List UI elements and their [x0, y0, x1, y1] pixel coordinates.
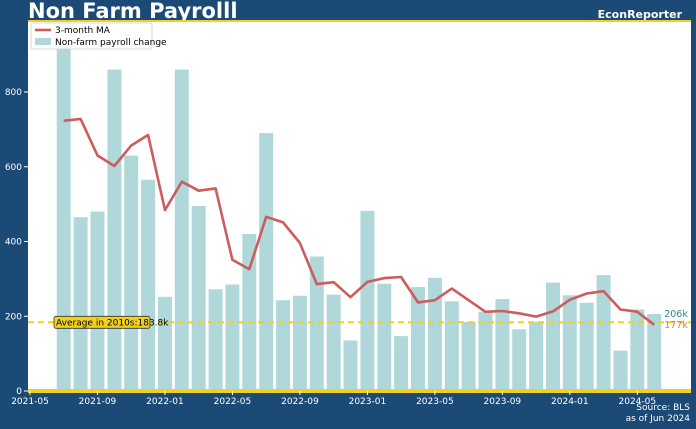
x-tick-label: 2023-09 — [484, 397, 522, 407]
payroll-bar — [56, 43, 71, 392]
payroll-bar — [343, 340, 358, 391]
chart-title: Non Farm Payrolll — [28, 0, 238, 23]
payroll-bar — [596, 275, 611, 391]
x-tick-label: 2021-05 — [11, 397, 49, 407]
payroll-bar — [124, 155, 139, 391]
payroll-bar — [529, 321, 544, 391]
payroll-bar — [377, 283, 392, 391]
source-label: Source: BLS — [636, 403, 690, 413]
payroll-bar — [444, 301, 459, 391]
y-tick-label: 800 — [5, 88, 22, 98]
payroll-bar — [158, 296, 172, 391]
payroll-bar — [647, 314, 662, 391]
payroll-bar — [141, 179, 156, 391]
payroll-bar — [107, 69, 122, 391]
payroll-bar — [259, 133, 274, 391]
asof-label: as of Jun 2024 — [625, 414, 690, 424]
payroll-bar — [276, 300, 291, 391]
x-tick-label: 2022-09 — [281, 397, 319, 407]
legend-label-bar: Non-farm payroll change — [55, 38, 167, 48]
y-tick-label: 200 — [5, 312, 22, 322]
payroll-bar — [309, 256, 324, 391]
payroll-bar — [562, 295, 577, 391]
payroll-bar — [411, 287, 425, 391]
payroll-bar — [208, 289, 223, 391]
payroll-bar — [174, 69, 189, 391]
payroll-bar — [225, 284, 240, 391]
x-tick-label: 2024-01 — [551, 397, 589, 407]
x-tick-label: 2022-05 — [214, 397, 252, 407]
payroll-bar — [478, 311, 493, 391]
legend-label-ma: 3-month MA — [55, 26, 111, 36]
x-tick-label: 2021-09 — [79, 397, 117, 407]
y-tick-label: 0 — [16, 387, 22, 397]
x-tick-label: 2022-01 — [146, 397, 184, 407]
payroll-bar — [427, 277, 442, 391]
x-tick-label: 2023-01 — [349, 397, 387, 407]
x-tick-label: 2023-05 — [416, 397, 454, 407]
payroll-bar — [326, 294, 341, 391]
payroll-bar — [546, 282, 560, 391]
payroll-bar — [360, 210, 375, 391]
ma-line — [63, 117, 655, 326]
last-ma-label: 177k — [664, 320, 688, 331]
y-tick-label: 600 — [5, 163, 22, 173]
brand-label: EconReporter — [597, 8, 682, 21]
y-tick-label: 400 — [5, 238, 22, 248]
last-bar-label: 206k — [664, 309, 688, 320]
payroll-bar — [90, 211, 105, 391]
payroll-bar — [394, 336, 409, 391]
payroll-bar — [191, 206, 206, 391]
payroll-bar — [292, 295, 307, 391]
payroll-bar — [461, 321, 476, 391]
average-label: Average in 2010s:183.8k — [56, 318, 169, 328]
payroll-bar — [579, 302, 594, 391]
source-note: Source: BLS as of Jun 2024 — [626, 403, 690, 425]
payroll-bar — [73, 217, 88, 391]
x-tick-label: 2024-05 — [619, 397, 657, 407]
legend-box — [30, 22, 153, 50]
payroll-bar — [613, 350, 628, 391]
payroll-bar — [630, 309, 645, 391]
average-label-box — [53, 315, 151, 329]
payroll-bar — [242, 234, 257, 391]
legend-bar-swatch — [35, 38, 51, 45]
payroll-bar — [512, 329, 527, 391]
